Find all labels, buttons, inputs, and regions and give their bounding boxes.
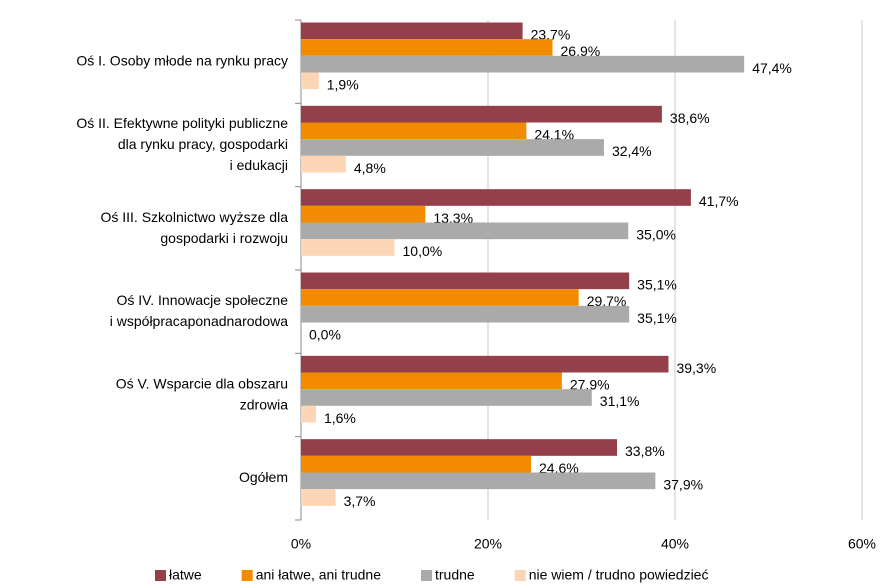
value-label: 29,7% [587, 293, 627, 309]
value-label: 13,3% [433, 210, 473, 226]
bar [301, 239, 395, 256]
y-tick-label: Oś V. Wsparcie dla obszaru zdrowia [116, 375, 288, 412]
value-label: 27,9% [570, 377, 610, 393]
value-label: 24,6% [539, 460, 579, 476]
value-label: 26,9% [561, 43, 601, 59]
bar [301, 105, 662, 123]
y-tick-label: Oś II. Efektywne polityki publiczne dla r… [76, 115, 288, 173]
bar [301, 272, 630, 290]
bar [301, 405, 316, 423]
value-label: 35,0% [636, 227, 676, 243]
bar [301, 189, 691, 206]
bar [301, 72, 319, 90]
legend-label: ani łatwe, ani trudne [256, 567, 382, 583]
value-label: 33,8% [625, 443, 665, 459]
legend-label: nie wiem / trudno powiedzieć [529, 567, 709, 583]
bar [301, 55, 745, 73]
x-tick-label: 40% [661, 536, 689, 552]
bar [301, 39, 553, 56]
bar [301, 439, 618, 456]
x-tick-label: 20% [474, 536, 502, 552]
bar [301, 472, 656, 490]
value-label: 37,9% [663, 477, 703, 493]
value-label: 1,9% [327, 77, 359, 93]
value-label: 10,0% [403, 243, 443, 259]
bar [301, 489, 336, 506]
value-label: 1,6% [324, 410, 356, 426]
value-label: 32,4% [612, 143, 652, 159]
bar [301, 22, 523, 40]
legend-label: łatwe [169, 567, 202, 583]
bar [301, 389, 592, 406]
bar [301, 122, 527, 140]
legend-swatch [155, 570, 166, 581]
x-tick-label: 60% [848, 536, 876, 552]
bar [301, 305, 630, 323]
x-tick-label: 0% [291, 536, 311, 552]
value-label: 41,7% [699, 193, 739, 209]
value-label: 31,1% [600, 393, 640, 409]
value-label: 23,7% [531, 27, 571, 43]
y-tick-label: Oś IV. Innowacje społeczne i współpracapo… [110, 292, 288, 329]
value-label: 47,4% [752, 60, 792, 76]
value-label: 39,3% [676, 360, 716, 376]
legend-swatch [241, 570, 253, 581]
legend-swatch [514, 570, 526, 581]
legend-label: trudne [435, 567, 475, 583]
bar [301, 139, 604, 156]
bar [301, 222, 629, 240]
legend-swatch [421, 570, 432, 581]
bar [301, 205, 426, 223]
value-label: 35,1% [637, 277, 677, 293]
y-tick-label: Ogółem [239, 469, 288, 485]
value-label: 35,1% [637, 310, 677, 326]
bar [301, 289, 579, 306]
value-label: 0,0% [309, 327, 341, 343]
value-label: 38,6% [670, 110, 710, 126]
bar [301, 155, 346, 173]
y-tick-label: Oś I. Osoby młode na rynku pracy [76, 52, 288, 68]
bar [301, 455, 532, 473]
bar [301, 355, 669, 373]
value-label: 4,8% [354, 160, 386, 176]
y-tick-label: Oś III. Szkolnictwo wyższe dla gospodarki… [100, 209, 288, 246]
bar [301, 372, 562, 390]
value-label: 24,1% [534, 127, 574, 143]
value-label: 3,7% [344, 493, 376, 509]
